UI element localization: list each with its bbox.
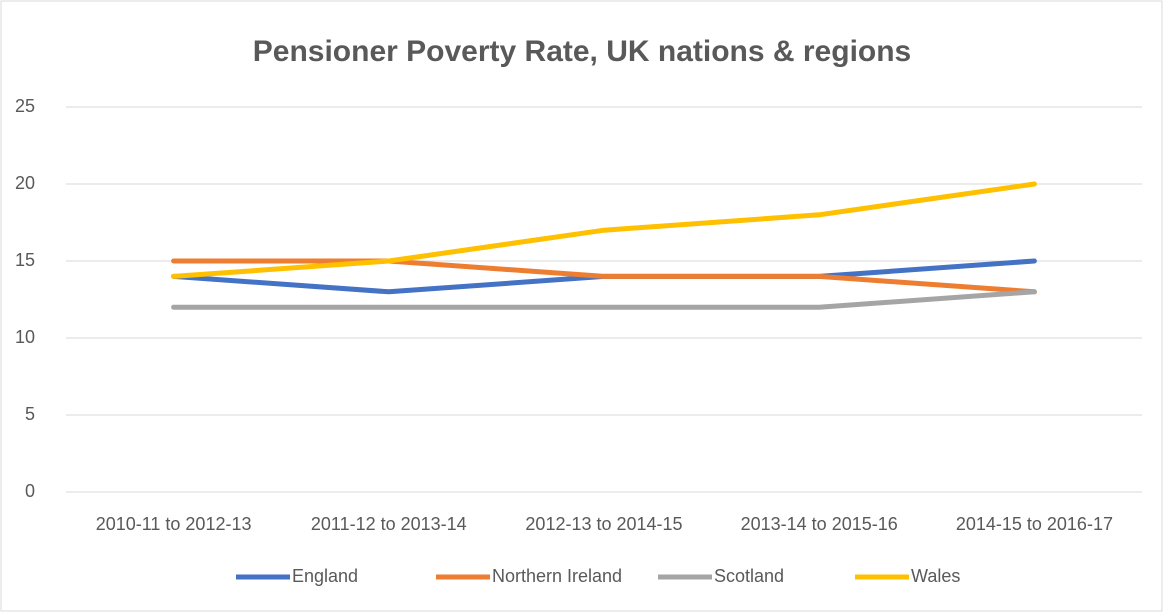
y-tick-label: 20	[15, 173, 35, 193]
series-line	[171, 289, 1037, 310]
legend-label: England	[292, 566, 358, 586]
x-tick-label: 2011-12 to 2013-14	[311, 514, 467, 534]
y-tick-label: 25	[15, 96, 35, 116]
legend-label: Wales	[911, 566, 960, 586]
series-line	[171, 181, 1037, 279]
x-tick-label: 2012-13 to 2014-15	[525, 514, 682, 534]
series-line	[171, 258, 1037, 295]
legend-label: Scotland	[714, 566, 784, 586]
legend-label: Northern Ireland	[492, 566, 622, 586]
x-tick-label: 2010-11 to 2012-13	[96, 514, 252, 534]
chart-title: Pensioner Poverty Rate, UK nations & reg…	[253, 35, 912, 68]
x-tick-label: 2013-14 to 2015-16	[741, 514, 898, 534]
y-tick-label: 5	[25, 404, 35, 424]
x-tick-label: 2014-15 to 2016-17	[956, 514, 1113, 534]
y-tick-label: 15	[15, 250, 35, 270]
y-tick-label: 10	[15, 327, 35, 347]
y-tick-label: 0	[25, 481, 35, 501]
